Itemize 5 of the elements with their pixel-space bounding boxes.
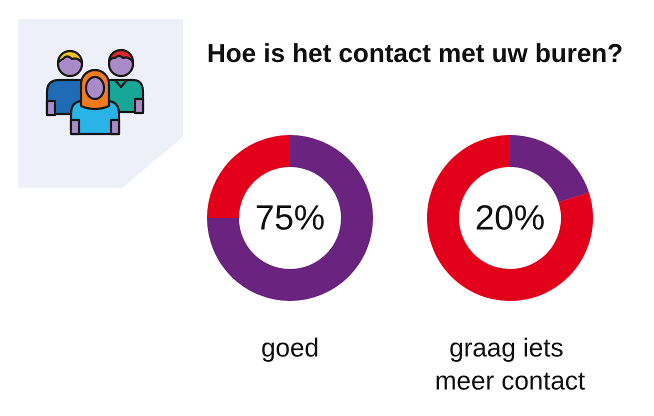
text: goed bbox=[261, 332, 319, 362]
text: 75% bbox=[254, 198, 326, 238]
chart-title: Hoe is het contact met uw buren? bbox=[207, 38, 624, 68]
text: 20% bbox=[474, 198, 546, 238]
text: graag iets meer contact bbox=[434, 332, 586, 396]
